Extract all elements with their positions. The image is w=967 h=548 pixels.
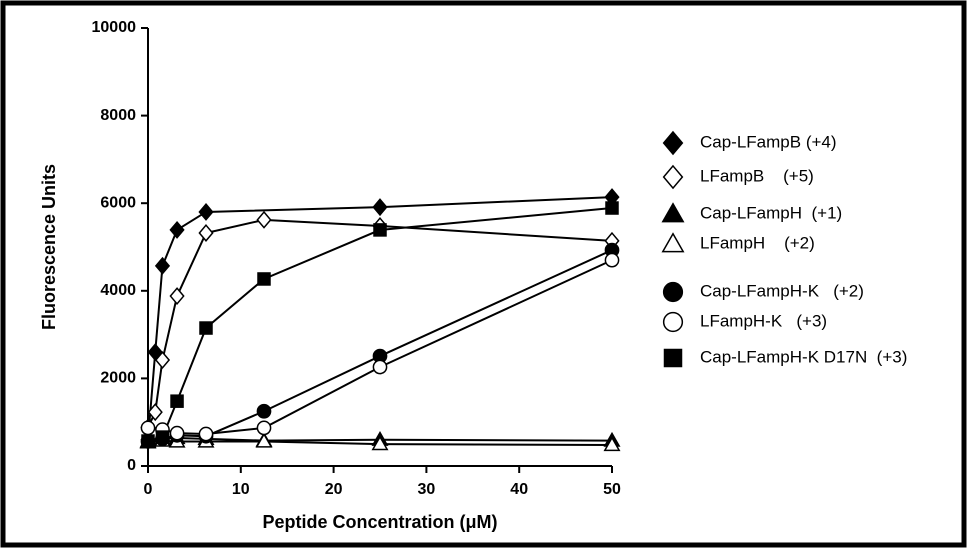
marker bbox=[155, 430, 170, 444]
marker bbox=[198, 426, 214, 442]
marker bbox=[140, 420, 156, 436]
y-tick-label: 10000 bbox=[92, 19, 137, 36]
marker bbox=[154, 256, 171, 275]
marker bbox=[141, 434, 155, 448]
marker bbox=[169, 220, 185, 239]
marker bbox=[255, 432, 273, 448]
y-tick-label: 8000 bbox=[100, 107, 136, 124]
series-line bbox=[147, 218, 613, 428]
y-tick-label: 4000 bbox=[100, 282, 136, 299]
x-tick-label: 30 bbox=[418, 481, 436, 498]
marker bbox=[170, 394, 184, 408]
x-tick-label: 10 bbox=[232, 481, 250, 498]
marker bbox=[199, 321, 213, 335]
marker bbox=[256, 420, 272, 436]
legend-label: Cap-LFampH-K (+2) bbox=[700, 281, 864, 300]
marker bbox=[198, 224, 214, 242]
legend-label: LFampH-K (+3) bbox=[700, 311, 827, 330]
x-tick-label: 50 bbox=[603, 481, 621, 498]
legend-marker bbox=[662, 281, 684, 303]
legend-marker bbox=[662, 311, 684, 333]
legend-label: Cap-LFampH (+1) bbox=[700, 203, 842, 222]
legend-marker bbox=[662, 164, 684, 190]
legend-label: LFampH (+2) bbox=[700, 233, 815, 252]
legend-marker bbox=[661, 202, 685, 223]
marker bbox=[373, 223, 387, 237]
y-axis-label: Fluorescence Units bbox=[39, 164, 59, 330]
legend-label: Cap-LFampH-K D17N (+3) bbox=[700, 347, 907, 366]
marker bbox=[604, 252, 620, 268]
marker bbox=[198, 202, 214, 221]
x-axis-label: Peptide Concentration (μM) bbox=[262, 512, 497, 532]
legend-marker bbox=[662, 130, 684, 156]
y-tick-label: 2000 bbox=[100, 370, 136, 387]
marker bbox=[256, 210, 272, 229]
marker bbox=[371, 435, 389, 451]
y-tick-label: 6000 bbox=[100, 194, 136, 211]
marker bbox=[372, 198, 388, 217]
marker bbox=[605, 201, 619, 215]
x-tick-label: 0 bbox=[144, 481, 153, 498]
marker bbox=[603, 436, 621, 452]
legend-label: LFampB (+5) bbox=[700, 166, 814, 185]
marker bbox=[147, 403, 163, 422]
marker bbox=[169, 287, 185, 306]
marker bbox=[154, 351, 171, 369]
marker bbox=[256, 403, 272, 419]
marker bbox=[372, 359, 388, 375]
y-tick-label: 0 bbox=[127, 457, 136, 474]
x-tick-label: 40 bbox=[510, 481, 528, 498]
marker bbox=[257, 272, 271, 286]
legend-label: Cap-LFampB (+4) bbox=[700, 132, 837, 151]
x-tick-label: 20 bbox=[325, 481, 343, 498]
legend-marker bbox=[663, 348, 683, 368]
legend-marker bbox=[661, 232, 685, 253]
marker bbox=[169, 425, 185, 441]
